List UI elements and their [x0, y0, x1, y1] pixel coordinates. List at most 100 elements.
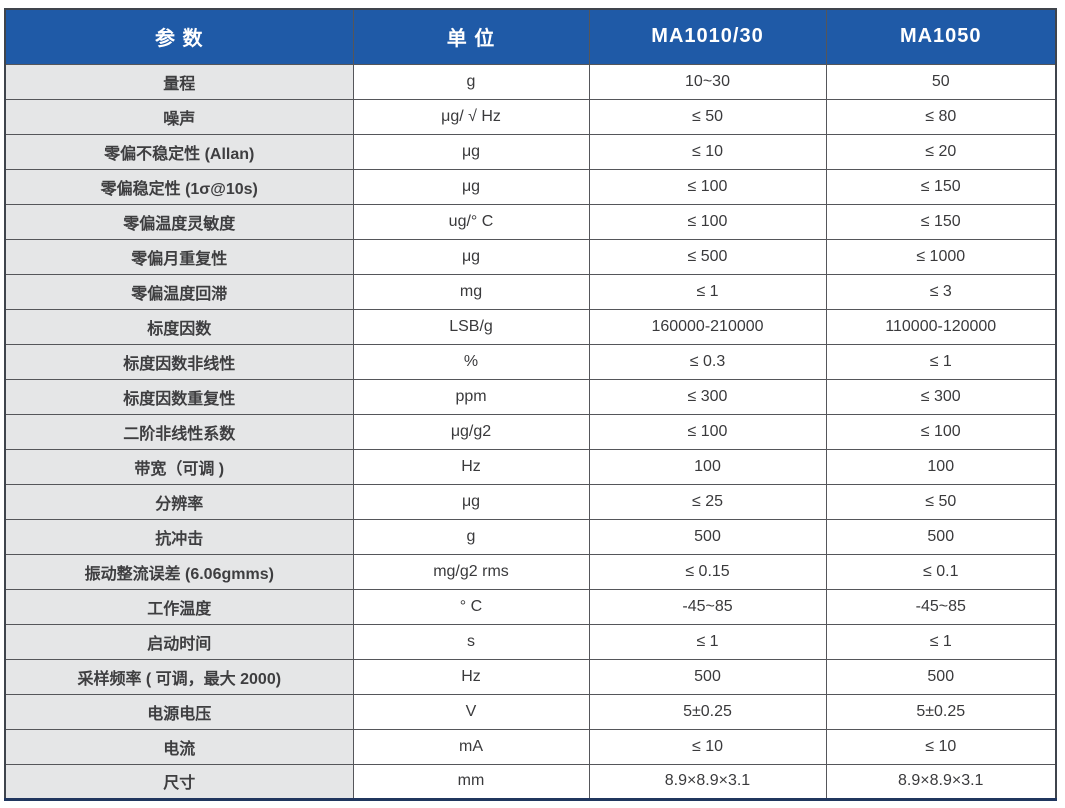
value-cell-ma1010-30: ≤ 1	[588, 623, 827, 660]
spec-table-body: 量程 g 10~30 50 噪声 μg/ √ Hz ≤ 50 ≤ 80 零偏不稳定性 (Alla…	[4, 63, 1057, 800]
spec-table-header: 参 数 单 位 MA1010/30 MA1050	[4, 8, 1057, 65]
value-cell-ma1010-30: 500	[588, 658, 827, 695]
value-cell-ma1010-30: ≤ 25	[588, 483, 827, 520]
value-cell-ma1050: 100	[825, 448, 1057, 485]
unit-cell: μg/g2	[352, 413, 590, 450]
unit-cell: μg/ √ Hz	[352, 98, 590, 135]
table-row: 零偏稳定性 (1σ@10s) μg ≤ 100 ≤ 150	[4, 168, 1057, 205]
value-cell-ma1010-30: ≤ 1	[588, 273, 827, 310]
value-cell-ma1050: 5±0.25	[825, 693, 1057, 730]
table-row: 工作温度 ° C -45~85 -45~85	[4, 588, 1057, 625]
value-cell-ma1050: ≤ 80	[825, 98, 1057, 135]
value-cell-ma1010-30: 500	[588, 518, 827, 555]
value-cell-ma1010-30: 5±0.25	[588, 693, 827, 730]
table-row: 抗冲击 g 500 500	[4, 518, 1057, 555]
unit-cell: LSB/g	[352, 308, 590, 345]
unit-cell: ppm	[352, 378, 590, 415]
value-cell-ma1050: ≤ 10	[825, 728, 1057, 765]
value-cell-ma1010-30: ≤ 10	[588, 133, 827, 170]
unit-cell: μg	[352, 483, 590, 520]
table-row: 标度因数 LSB/g 160000-210000 110000-120000	[4, 308, 1057, 345]
param-cell: 电源电压	[4, 693, 354, 730]
unit-cell: V	[352, 693, 590, 730]
value-cell-ma1050: 8.9×8.9×3.1	[825, 763, 1057, 800]
param-cell: 标度因数非线性	[4, 343, 354, 380]
value-cell-ma1010-30: ≤ 300	[588, 378, 827, 415]
param-cell: 零偏温度回滞	[4, 273, 354, 310]
table-row: 标度因数非线性% ≤ 0.3 ≤ 1	[4, 343, 1057, 380]
param-cell: 标度因数重复性	[4, 378, 354, 415]
param-cell: 零偏月重复性	[4, 238, 354, 275]
value-cell-ma1010-30: -45~85	[588, 588, 827, 625]
value-cell-ma1010-30: ≤ 10	[588, 728, 827, 765]
param-cell: 采样频率 ( 可调，最大 2000)	[4, 658, 354, 695]
param-cell: 零偏温度灵敏度	[4, 203, 354, 240]
param-cell: 启动时间	[4, 623, 354, 660]
value-cell-ma1050: ≤ 100	[825, 413, 1057, 450]
unit-cell: mA	[352, 728, 590, 765]
unit-cell: ug/° C	[352, 203, 590, 240]
value-cell-ma1050: ≤ 150	[825, 203, 1057, 240]
param-cell: 零偏稳定性 (1σ@10s)	[4, 168, 354, 205]
unit-cell: s	[352, 623, 590, 660]
table-row: 二阶非线性系数 μg/g2 ≤ 100 ≤ 100	[4, 413, 1057, 450]
unit-cell: mg	[352, 273, 590, 310]
value-cell-ma1050: ≤ 20	[825, 133, 1057, 170]
header-row: 参 数 单 位 MA1010/30 MA1050	[4, 8, 1057, 65]
param-cell: 标度因数	[4, 308, 354, 345]
param-cell: 量程	[4, 63, 354, 100]
value-cell-ma1050: ≤ 150	[825, 168, 1057, 205]
unit-cell: μg	[352, 133, 590, 170]
value-cell-ma1050: ≤ 50	[825, 483, 1057, 520]
value-cell-ma1050: 50	[825, 63, 1057, 100]
table-row: 电流 mA ≤ 10 ≤ 10	[4, 728, 1057, 765]
header-ma1050: MA1050	[825, 8, 1057, 65]
value-cell-ma1050: 500	[825, 518, 1057, 555]
table-row: 零偏温度灵敏度 ug/° C ≤ 100 ≤ 150	[4, 203, 1057, 240]
param-cell: 抗冲击	[4, 518, 354, 555]
unit-cell: Hz	[352, 658, 590, 695]
table-row: 启动时间 s ≤ 1 ≤ 1	[4, 623, 1057, 660]
param-cell: 电流	[4, 728, 354, 765]
value-cell-ma1050: ≤ 0.1	[825, 553, 1057, 590]
table-row: 零偏月重复性 μg ≤ 500 ≤ 1000	[4, 238, 1057, 275]
unit-cell: mg/g2 rms	[352, 553, 590, 590]
value-cell-ma1010-30: ≤ 0.15	[588, 553, 827, 590]
value-cell-ma1050: ≤ 3	[825, 273, 1057, 310]
value-cell-ma1050: -45~85	[825, 588, 1057, 625]
value-cell-ma1010-30: 8.9×8.9×3.1	[588, 763, 827, 800]
table-row: 量程 g 10~30 50	[4, 63, 1057, 100]
table-row: 采样频率 ( 可调，最大 2000) Hz 500 500	[4, 658, 1057, 695]
table-row: 零偏温度回滞 mg ≤ 1 ≤ 3	[4, 273, 1057, 310]
value-cell-ma1050: ≤ 1	[825, 343, 1057, 380]
param-cell: 尺寸	[4, 763, 354, 800]
value-cell-ma1010-30: ≤ 500	[588, 238, 827, 275]
value-cell-ma1010-30: 160000-210000	[588, 308, 827, 345]
param-cell: 二阶非线性系数	[4, 413, 354, 450]
header-param: 参 数	[4, 8, 354, 65]
unit-cell: μg	[352, 168, 590, 205]
param-cell: 零偏不稳定性 (Allan)	[4, 133, 354, 170]
value-cell-ma1010-30: 100	[588, 448, 827, 485]
value-cell-ma1050: 110000-120000	[825, 308, 1057, 345]
param-cell: 分辨率	[4, 483, 354, 520]
table-row: 标度因数重复性 ppm ≤ 300 ≤ 300	[4, 378, 1057, 415]
value-cell-ma1050: ≤ 1000	[825, 238, 1057, 275]
param-cell: 噪声	[4, 98, 354, 135]
value-cell-ma1010-30: ≤ 100	[588, 413, 827, 450]
value-cell-ma1010-30: ≤ 0.3	[588, 343, 827, 380]
param-cell: 振动整流误差 (6.06gmms)	[4, 553, 354, 590]
unit-cell: ° C	[352, 588, 590, 625]
unit-cell: mm	[352, 763, 590, 800]
table-row: 带宽（可调 ) Hz 100 100	[4, 448, 1057, 485]
table-row: 电源电压 V 5±0.25 5±0.25	[4, 693, 1057, 730]
value-cell-ma1010-30: 10~30	[588, 63, 827, 100]
unit-cell: Hz	[352, 448, 590, 485]
unit-cell: %	[352, 343, 590, 380]
table-row: 尺寸 mm 8.9×8.9×3.1 8.9×8.9×3.1	[4, 763, 1057, 800]
value-cell-ma1010-30: ≤ 100	[588, 203, 827, 240]
param-cell: 带宽（可调 )	[4, 448, 354, 485]
table-row: 分辨率 μg ≤ 25 ≤ 50	[4, 483, 1057, 520]
unit-cell: μg	[352, 238, 590, 275]
